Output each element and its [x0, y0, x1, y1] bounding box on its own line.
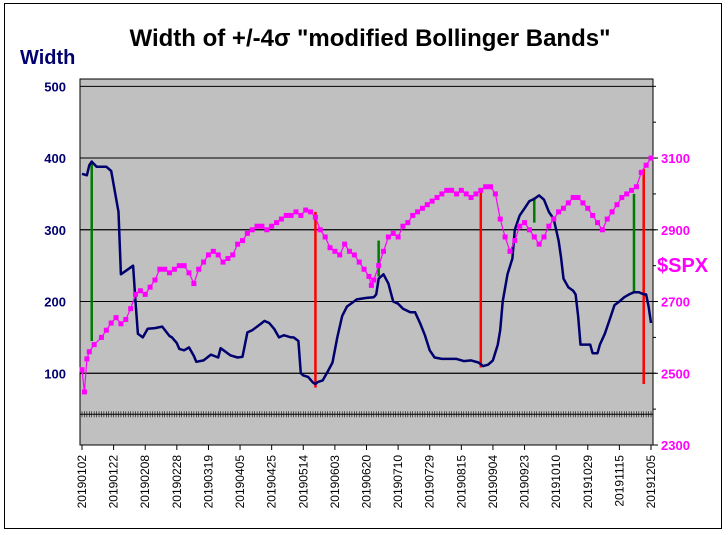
left-tick-label: 200	[44, 295, 66, 310]
x-tick-label: 20190729	[423, 455, 437, 509]
right-tick-label: 2700	[661, 295, 690, 310]
x-tick-label: 20190620	[360, 455, 374, 509]
x-tick-label: 20191010	[549, 455, 563, 509]
x-tick-label: 20190228	[170, 455, 184, 509]
left-tick-label: 400	[44, 151, 66, 166]
x-tick-label: 20190710	[391, 455, 405, 509]
x-tick-label: 20190904	[486, 455, 500, 509]
right-axis-label: $SPX	[657, 255, 709, 277]
chart-title: Width of +/-4σ "modified Bollinger Bands…	[130, 25, 611, 52]
spx-series-line	[81, 157, 652, 392]
x-tick-label: 20190425	[265, 455, 279, 509]
right-tick-label: 3100	[661, 151, 690, 166]
left-tick-label: 300	[44, 223, 66, 238]
plot-background	[79, 78, 654, 446]
spx-point	[79, 367, 85, 373]
x-tick-label: 20190603	[328, 455, 342, 509]
right-tick-label: 2500	[661, 366, 690, 381]
right-tick-label: 2300	[661, 438, 690, 453]
left-axis-label: Width	[20, 47, 75, 69]
x-tick-label: 20190514	[296, 455, 310, 509]
x-tick-label: 20190122	[107, 455, 121, 509]
x-tick-label: 20190102	[75, 455, 89, 509]
spx-point	[648, 155, 654, 161]
x-tick-label: 20190319	[201, 455, 215, 509]
right-tick-label: 2900	[661, 223, 690, 238]
x-tick-label: 20190815	[454, 455, 468, 509]
x-tick-label: 20190405	[233, 455, 247, 509]
width-series-line	[81, 160, 653, 386]
x-tick-label: 20190208	[138, 455, 152, 509]
left-tick-label: 100	[44, 366, 66, 381]
x-tick-label: 20191115	[612, 455, 626, 507]
x-tick-label: 20190923	[518, 455, 532, 509]
x-tick-label: 20191205	[644, 455, 658, 509]
plot-area: 100 200 300 400 500 2300 2500 2700 2900 3100 20190…	[44, 78, 690, 509]
left-tick-label: 500	[44, 79, 66, 94]
x-tick-label: 20191029	[581, 455, 595, 509]
